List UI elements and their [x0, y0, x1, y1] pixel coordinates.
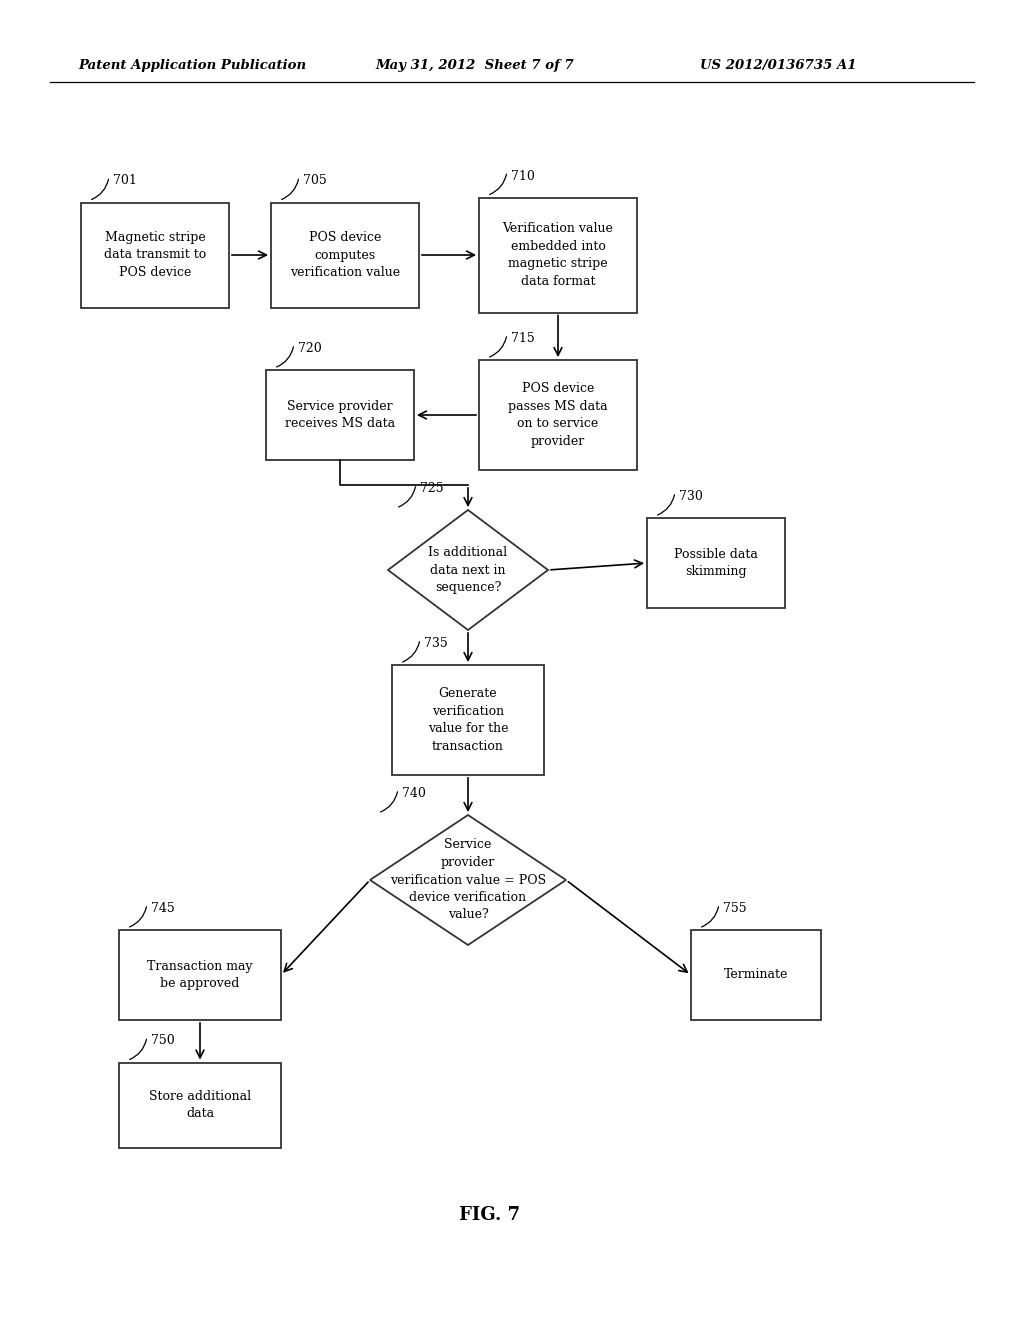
Text: 725: 725	[420, 482, 443, 495]
Bar	[647, 517, 785, 609]
Text: 755: 755	[723, 902, 746, 915]
Text: 720: 720	[298, 342, 322, 355]
Text: Generate
verification
value for the
transaction: Generate verification value for the tran…	[428, 688, 508, 752]
Text: POS device
computes
verification value: POS device computes verification value	[290, 231, 400, 279]
Polygon shape	[370, 814, 566, 945]
Text: 730: 730	[679, 490, 702, 503]
Text: Service
provider
verification value = POS
device verification
value?: Service provider verification value = PO…	[390, 838, 546, 921]
Bar	[81, 202, 229, 308]
Text: 715: 715	[511, 333, 535, 345]
Text: 735: 735	[424, 638, 447, 649]
Text: Service provider
receives MS data: Service provider receives MS data	[285, 400, 395, 430]
Text: 745: 745	[151, 902, 175, 915]
Text: US 2012/0136735 A1: US 2012/0136735 A1	[700, 58, 856, 71]
Text: Store additional
data: Store additional data	[148, 1090, 251, 1121]
Text: FIG. 7: FIG. 7	[460, 1206, 520, 1224]
Text: 705: 705	[303, 174, 327, 187]
Text: Is additional
data next in
sequence?: Is additional data next in sequence?	[428, 546, 508, 594]
Text: 701: 701	[113, 174, 137, 187]
Text: 750: 750	[151, 1035, 175, 1048]
Text: May 31, 2012  Sheet 7 of 7: May 31, 2012 Sheet 7 of 7	[375, 58, 573, 71]
Text: Verification value
embedded into
magnetic stripe
data format: Verification value embedded into magneti…	[503, 222, 613, 288]
Bar	[266, 370, 414, 459]
Bar	[119, 1063, 281, 1147]
Text: Terminate: Terminate	[724, 969, 788, 982]
Bar	[119, 931, 281, 1020]
Text: Transaction may
be approved: Transaction may be approved	[147, 960, 253, 990]
Bar	[271, 202, 419, 308]
Bar	[479, 360, 637, 470]
Text: Patent Application Publication: Patent Application Publication	[78, 58, 306, 71]
Polygon shape	[388, 510, 548, 630]
Bar	[479, 198, 637, 313]
Text: Magnetic stripe
data transmit to
POS device: Magnetic stripe data transmit to POS dev…	[103, 231, 206, 279]
Text: Possible data
skimming: Possible data skimming	[674, 548, 758, 578]
Bar	[691, 931, 821, 1020]
Text: POS device
passes MS data
on to service
provider: POS device passes MS data on to service …	[508, 383, 608, 447]
Text: 740: 740	[402, 787, 426, 800]
Text: 710: 710	[511, 169, 535, 182]
Bar	[392, 665, 544, 775]
